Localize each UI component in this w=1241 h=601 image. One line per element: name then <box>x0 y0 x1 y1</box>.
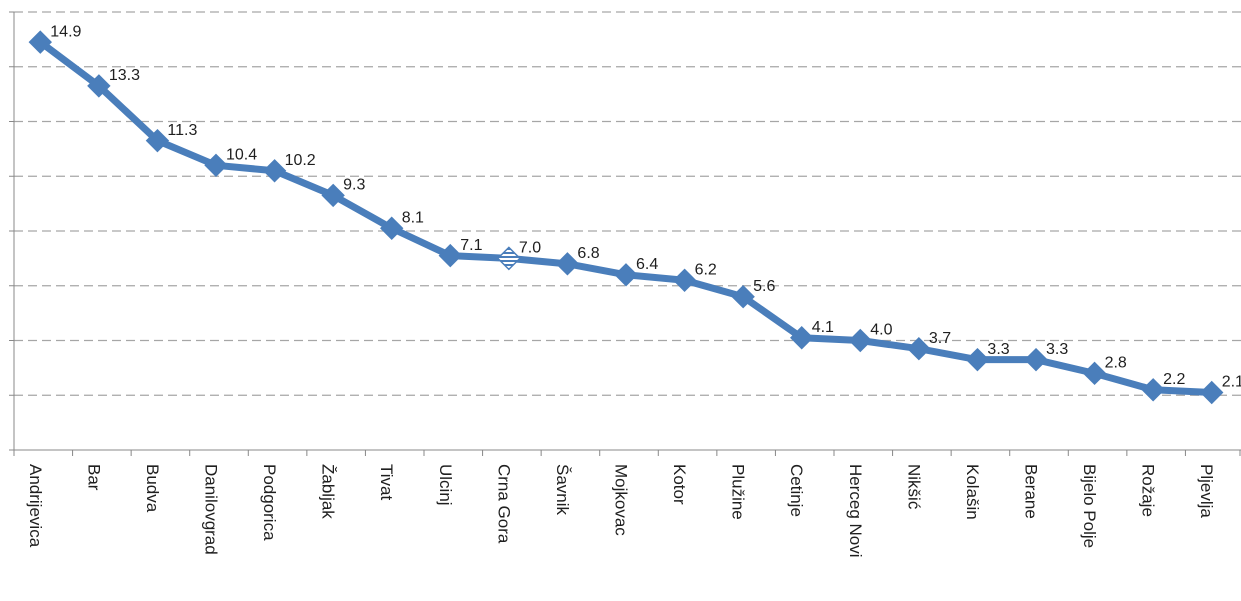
marker <box>731 284 755 309</box>
x-tick-label: Berane <box>1022 464 1041 519</box>
x-tick-label: Mojkovac <box>612 464 631 536</box>
data-label: 2.8 <box>1105 355 1127 372</box>
marker <box>145 128 170 153</box>
x-tick-label: Kotor <box>670 464 689 505</box>
marker <box>204 153 228 178</box>
data-label: 7.0 <box>519 240 541 257</box>
x-tick-label: Žabljak <box>319 464 338 519</box>
data-label: 10.4 <box>226 147 257 164</box>
marker <box>262 159 287 183</box>
marker <box>28 30 52 54</box>
x-tick-label: Kolašin <box>963 464 982 520</box>
data-label: 11.3 <box>167 122 197 139</box>
x-tick-label: Danilovgrad <box>202 464 221 555</box>
x-tick-label: Budva <box>143 464 162 513</box>
data-label: 6.4 <box>636 256 658 273</box>
data-label: 3.3 <box>987 341 1009 358</box>
data-label: 13.3 <box>109 67 140 84</box>
marker <box>555 252 580 276</box>
x-tick-label: Podgorica <box>260 464 279 541</box>
x-tick-label: Rožaje <box>1139 464 1158 517</box>
data-label: 6.2 <box>695 261 717 278</box>
data-label: 2.2 <box>1163 371 1185 388</box>
marker <box>321 183 345 208</box>
data-label: 14.9 <box>50 23 81 40</box>
x-tick-label: Šavnik <box>553 464 572 516</box>
marker <box>1200 380 1224 405</box>
x-tick-label: Bijelo Polje <box>1080 464 1099 548</box>
x-tick-label: Bar <box>84 464 103 491</box>
data-label: 3.7 <box>929 330 951 347</box>
x-tick-label: Ulcinj <box>436 464 455 506</box>
x-tick-label: Plužine <box>729 464 748 520</box>
x-tick-label: Herceg Novi <box>846 464 865 558</box>
marker <box>790 326 814 350</box>
marker <box>1082 361 1107 386</box>
marker <box>907 337 931 361</box>
x-tick-label: Crna Gora <box>494 464 513 544</box>
x-tick-label: Nikšić <box>904 464 923 510</box>
marker <box>496 246 521 271</box>
marker <box>1024 347 1048 372</box>
x-tick-label: Pljevlja <box>1197 464 1216 518</box>
data-label: 5.6 <box>753 278 775 295</box>
data-label: 9.3 <box>343 177 365 194</box>
marker <box>848 328 872 353</box>
data-label: 7.1 <box>460 237 482 254</box>
marker <box>438 243 462 268</box>
data-label: 10.2 <box>285 152 316 169</box>
data-label: 4.0 <box>870 322 892 339</box>
marker <box>614 263 638 287</box>
data-label: 4.1 <box>812 319 834 336</box>
data-label: 2.1 <box>1222 374 1241 391</box>
data-label: 6.8 <box>577 245 599 262</box>
marker <box>87 74 111 98</box>
marker <box>672 268 697 292</box>
marker <box>380 216 404 240</box>
data-label: 8.1 <box>402 209 424 226</box>
marker <box>1141 378 1165 402</box>
marker <box>965 347 990 372</box>
x-tick-label: Andrijevica <box>26 464 45 548</box>
x-tick-label: Tivat <box>377 464 396 500</box>
data-label: 3.3 <box>1046 341 1068 358</box>
x-tick-label: Cetinje <box>787 464 806 517</box>
